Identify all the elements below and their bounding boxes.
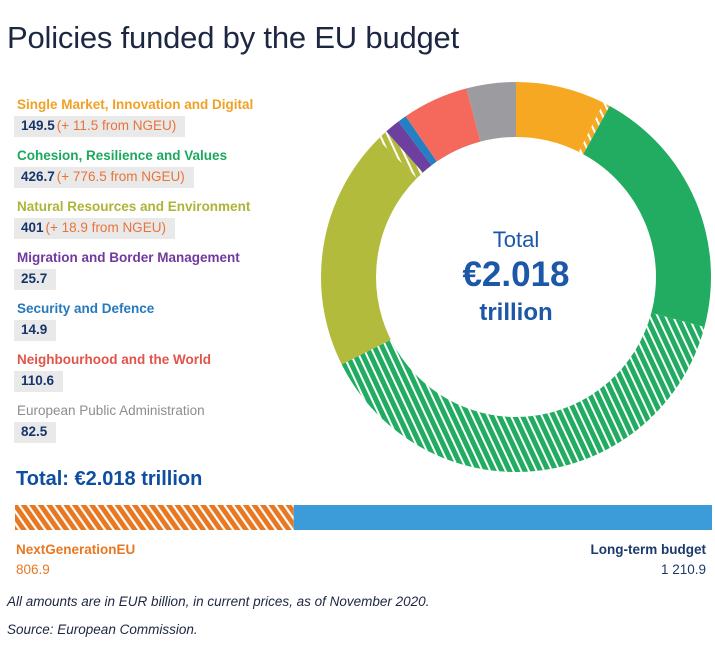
legend-value: 25.7 bbox=[21, 271, 48, 286]
legend-value-box: 110.6 bbox=[14, 371, 64, 392]
longterm-value: 1 210.9 bbox=[660, 562, 706, 577]
legend-label: Single Market, Innovation and Digital bbox=[17, 97, 254, 112]
donut-total-unit: trillion bbox=[479, 299, 553, 326]
legend: Single Market, Innovation and Digital 14… bbox=[14, 96, 326, 443]
legend-value: 149.5 bbox=[21, 118, 55, 133]
legend-item-migration: Migration and Border Management 25.7 bbox=[14, 249, 326, 290]
legend-value-box: 14.9 bbox=[14, 320, 57, 341]
donut-segment bbox=[398, 116, 437, 166]
donut-segment bbox=[516, 82, 604, 152]
bar-segment bbox=[293, 505, 712, 530]
source-note: Source: European Commission. bbox=[7, 622, 198, 637]
legend-ngeu-note: (+ 11.5 from NGEU) bbox=[56, 118, 177, 133]
legend-value-box: 25.7 bbox=[14, 269, 57, 290]
donut-chart-wrap bbox=[320, 81, 712, 473]
page-title: Policies funded by the EU budget bbox=[7, 20, 460, 55]
bar-segment-hatch bbox=[15, 505, 294, 530]
donut-segment bbox=[386, 121, 432, 173]
legend-item-natural-resources: Natural Resources and Environment 401 (+ … bbox=[14, 198, 326, 239]
legend-value: 110.6 bbox=[21, 373, 55, 388]
legend-ngeu-note: (+ 776.5 from NGEU) bbox=[56, 169, 185, 184]
legend-item-administration: European Public Administration 82.5 bbox=[14, 402, 326, 443]
budget-bar-wrap bbox=[15, 505, 712, 530]
bar-label-longterm: Long-term budget 1 210.9 bbox=[591, 541, 706, 578]
donut-segment bbox=[405, 88, 481, 162]
donut-chart bbox=[321, 82, 711, 472]
total-heading: Total: €2.018 trillion bbox=[16, 468, 203, 490]
donut-segment bbox=[583, 106, 711, 327]
donut-segment-hatch bbox=[578, 102, 610, 155]
legend-label: Neighbourhood and the World bbox=[17, 352, 211, 367]
donut-segment bbox=[466, 82, 516, 142]
legend-ngeu-note: (+ 18.9 from NGEU) bbox=[45, 220, 166, 235]
donut-total-label: Total bbox=[492, 227, 540, 252]
legend-value-box: 82.5 bbox=[14, 422, 57, 443]
bar-label-ngeu: NextGenerationEU 806.9 bbox=[16, 541, 135, 578]
donut-center-text: Total €2.018 trillion bbox=[406, 227, 626, 327]
legend-value: 82.5 bbox=[21, 424, 48, 439]
donut-segment bbox=[321, 139, 417, 365]
legend-item-single-market: Single Market, Innovation and Digital 14… bbox=[14, 96, 326, 137]
legend-label: European Public Administration bbox=[17, 403, 205, 418]
legend-value: 401 bbox=[21, 220, 44, 235]
legend-item-cohesion: Cohesion, Resilience and Values 426.7 (+ … bbox=[14, 147, 326, 188]
legend-label: Security and Defence bbox=[17, 301, 155, 316]
legend-value-box: 149.5 (+ 11.5 from NGEU) bbox=[14, 116, 186, 137]
donut-segment-hatch bbox=[377, 131, 423, 179]
legend-item-neighbourhood: Neighbourhood and the World 110.6 bbox=[14, 351, 326, 392]
donut-segment-hatch bbox=[341, 312, 705, 472]
legend-label: Migration and Border Management bbox=[17, 250, 240, 265]
donut-total-value: €2.018 bbox=[462, 255, 570, 294]
longterm-label: Long-term budget bbox=[590, 542, 706, 557]
legend-value: 426.7 bbox=[21, 169, 55, 184]
footnote: All amounts are in EUR billion, in curre… bbox=[7, 594, 430, 609]
ngeu-value: 806.9 bbox=[16, 562, 50, 577]
legend-value-box: 401 (+ 18.9 from NGEU) bbox=[14, 218, 175, 239]
ngeu-label: NextGenerationEU bbox=[16, 542, 136, 557]
budget-stacked-bar bbox=[15, 505, 712, 530]
legend-value: 14.9 bbox=[21, 322, 48, 337]
legend-label: Cohesion, Resilience and Values bbox=[17, 148, 228, 163]
legend-label: Natural Resources and Environment bbox=[17, 199, 251, 214]
legend-item-security: Security and Defence 14.9 bbox=[14, 300, 326, 341]
legend-value-box: 426.7 (+ 776.5 from NGEU) bbox=[14, 167, 194, 188]
